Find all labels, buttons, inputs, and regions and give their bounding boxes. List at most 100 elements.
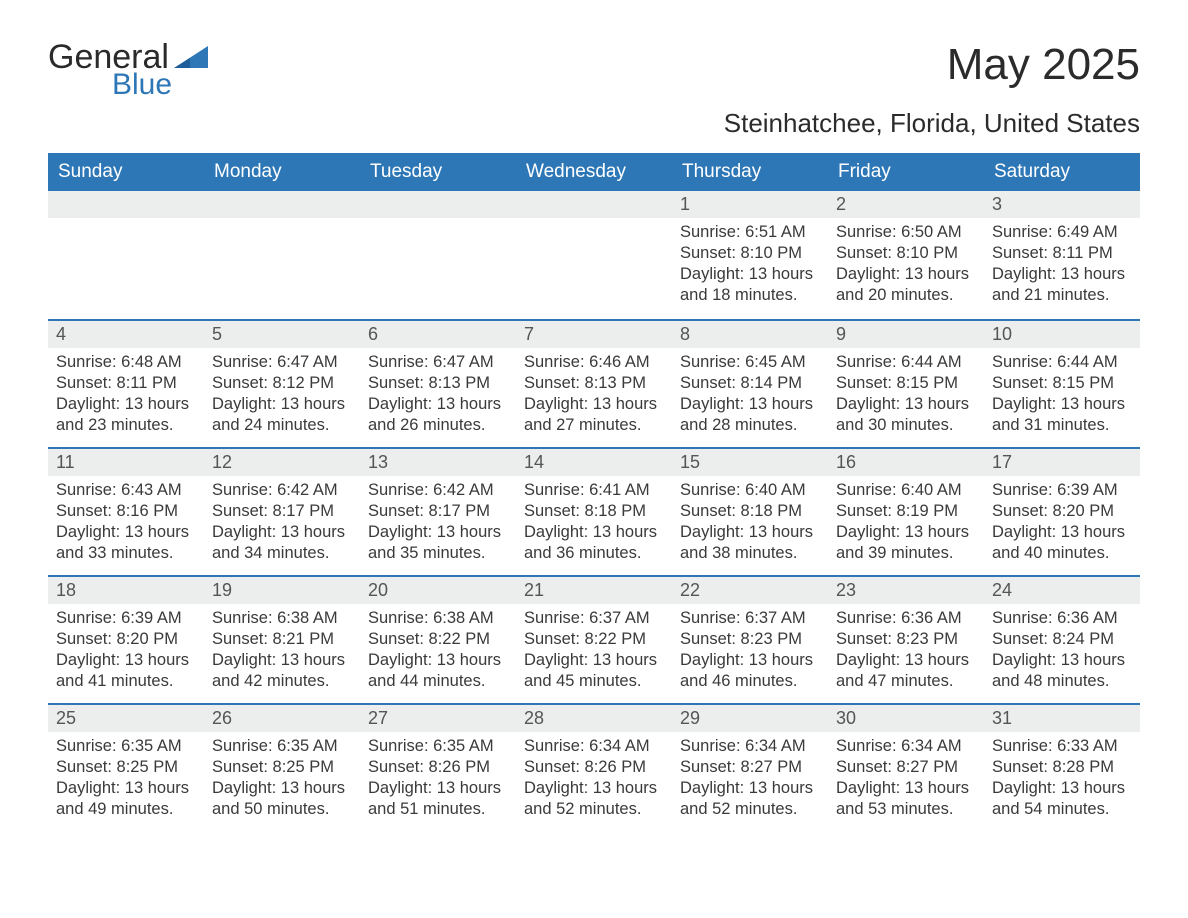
sunrise-line: Sunrise: 6:48 AM — [56, 352, 196, 373]
calendar-cell: 23Sunrise: 6:36 AMSunset: 8:23 PMDayligh… — [828, 575, 984, 703]
sunset-line: Sunset: 8:22 PM — [368, 629, 508, 650]
day-number: 7 — [516, 319, 672, 348]
sunset-line: Sunset: 8:17 PM — [212, 501, 352, 522]
sunset-line: Sunset: 8:18 PM — [524, 501, 664, 522]
calendar-cell: 16Sunrise: 6:40 AMSunset: 8:19 PMDayligh… — [828, 447, 984, 575]
day-number: 27 — [360, 703, 516, 732]
sunset-line: Sunset: 8:15 PM — [836, 373, 976, 394]
sunset-line: Sunset: 8:11 PM — [56, 373, 196, 394]
daylight-line: Daylight: 13 hours and 36 minutes. — [524, 522, 664, 564]
day-details: Sunrise: 6:42 AMSunset: 8:17 PMDaylight:… — [360, 476, 516, 568]
sunset-line: Sunset: 8:12 PM — [212, 373, 352, 394]
sunset-line: Sunset: 8:18 PM — [680, 501, 820, 522]
day-details: Sunrise: 6:36 AMSunset: 8:23 PMDaylight:… — [828, 604, 984, 696]
calendar-cell: 1Sunrise: 6:51 AMSunset: 8:10 PMDaylight… — [672, 191, 828, 319]
calendar-cell: 15Sunrise: 6:40 AMSunset: 8:18 PMDayligh… — [672, 447, 828, 575]
day-number: 15 — [672, 447, 828, 476]
daylight-line: Daylight: 13 hours and 39 minutes. — [836, 522, 976, 564]
calendar-cell: 9Sunrise: 6:44 AMSunset: 8:15 PMDaylight… — [828, 319, 984, 447]
sunset-line: Sunset: 8:21 PM — [212, 629, 352, 650]
sunrise-line: Sunrise: 6:39 AM — [56, 608, 196, 629]
calendar-cell: 30Sunrise: 6:34 AMSunset: 8:27 PMDayligh… — [828, 703, 984, 831]
calendar-cell: 11Sunrise: 6:43 AMSunset: 8:16 PMDayligh… — [48, 447, 204, 575]
sunset-line: Sunset: 8:24 PM — [992, 629, 1132, 650]
day-details: Sunrise: 6:37 AMSunset: 8:23 PMDaylight:… — [672, 604, 828, 696]
calendar-cell: 14Sunrise: 6:41 AMSunset: 8:18 PMDayligh… — [516, 447, 672, 575]
day-number: 11 — [48, 447, 204, 476]
page-title: May 2025 — [947, 40, 1140, 90]
sunset-line: Sunset: 8:20 PM — [992, 501, 1132, 522]
sunrise-line: Sunrise: 6:44 AM — [836, 352, 976, 373]
sunrise-line: Sunrise: 6:39 AM — [992, 480, 1132, 501]
daylight-line: Daylight: 13 hours and 33 minutes. — [56, 522, 196, 564]
day-number: 23 — [828, 575, 984, 604]
day-details: Sunrise: 6:47 AMSunset: 8:13 PMDaylight:… — [360, 348, 516, 440]
day-details: Sunrise: 6:51 AMSunset: 8:10 PMDaylight:… — [672, 218, 828, 310]
sunrise-line: Sunrise: 6:37 AM — [680, 608, 820, 629]
calendar-cell: 17 Sunrise: 6:39 AMSunset: 8:20 PMDayligh… — [984, 447, 1140, 575]
day-details: Sunrise: 6:35 AMSunset: 8:26 PMDaylight:… — [360, 732, 516, 824]
day-number: 4 — [48, 319, 204, 348]
calendar-cell: 24Sunrise: 6:36 AMSunset: 8:24 PMDayligh… — [984, 575, 1140, 703]
day-number: 30 — [828, 703, 984, 732]
weekday-header: Wednesday — [516, 153, 672, 191]
sunset-line: Sunset: 8:10 PM — [680, 243, 820, 264]
sunset-line: Sunset: 8:20 PM — [56, 629, 196, 650]
sunrise-line: Sunrise: 6:36 AM — [992, 608, 1132, 629]
sunset-line: Sunset: 8:10 PM — [836, 243, 976, 264]
day-number: 19 — [204, 575, 360, 604]
calendar-cell: 3Sunrise: 6:49 AMSunset: 8:11 PMDaylight… — [984, 191, 1140, 319]
calendar-week-row: 4Sunrise: 6:48 AMSunset: 8:11 PMDaylight… — [48, 319, 1140, 447]
daylight-line: Daylight: 13 hours and 18 minutes. — [680, 264, 820, 306]
sunset-line: Sunset: 8:14 PM — [680, 373, 820, 394]
calendar-week-row: 18Sunrise: 6:39 AMSunset: 8:20 PMDayligh… — [48, 575, 1140, 703]
daylight-line: Daylight: 13 hours and 38 minutes. — [680, 522, 820, 564]
day-details: Sunrise: 6:42 AMSunset: 8:17 PMDaylight:… — [204, 476, 360, 568]
day-details: Sunrise: 6:35 AMSunset: 8:25 PMDaylight:… — [48, 732, 204, 824]
day-number: 5 — [204, 319, 360, 348]
day-number: 3 — [984, 191, 1140, 218]
daylight-line: Daylight: 13 hours and 26 minutes. — [368, 394, 508, 436]
daylight-line: Daylight: 13 hours and 48 minutes. — [992, 650, 1132, 692]
sunrise-line: Sunrise: 6:50 AM — [836, 222, 976, 243]
weekday-header: Sunday — [48, 153, 204, 191]
day-number: 13 — [360, 447, 516, 476]
daylight-line: Daylight: 13 hours and 31 minutes. — [992, 394, 1132, 436]
calendar-cell: 19Sunrise: 6:38 AMSunset: 8:21 PMDayligh… — [204, 575, 360, 703]
day-number: 2 — [828, 191, 984, 218]
day-number: 8 — [672, 319, 828, 348]
day-number: 9 — [828, 319, 984, 348]
daylight-line: Daylight: 13 hours and 51 minutes. — [368, 778, 508, 820]
calendar-week-row: 11Sunrise: 6:43 AMSunset: 8:16 PMDayligh… — [48, 447, 1140, 575]
sunset-line: Sunset: 8:13 PM — [368, 373, 508, 394]
day-details: Sunrise: 6:48 AMSunset: 8:11 PMDaylight:… — [48, 348, 204, 440]
sunrise-line: Sunrise: 6:42 AM — [212, 480, 352, 501]
calendar-cell: 12Sunrise: 6:42 AMSunset: 8:17 PMDayligh… — [204, 447, 360, 575]
daylight-line: Daylight: 13 hours and 52 minutes. — [680, 778, 820, 820]
daylight-line: Daylight: 13 hours and 35 minutes. — [368, 522, 508, 564]
location-subtitle: Steinhatchee, Florida, United States — [48, 108, 1140, 139]
day-number: 26 — [204, 703, 360, 732]
day-details: Sunrise: 6:38 AMSunset: 8:21 PMDaylight:… — [204, 604, 360, 696]
calendar-cell: 21Sunrise: 6:37 AMSunset: 8:22 PMDayligh… — [516, 575, 672, 703]
day-number: 6 — [360, 319, 516, 348]
day-details: Sunrise: 6:33 AMSunset: 8:28 PMDaylight:… — [984, 732, 1140, 824]
day-number: 17 — [984, 447, 1140, 476]
sunrise-line: Sunrise: 6:43 AM — [56, 480, 196, 501]
daylight-line: Daylight: 13 hours and 52 minutes. — [524, 778, 664, 820]
sunset-line: Sunset: 8:26 PM — [524, 757, 664, 778]
calendar-cell: 27Sunrise: 6:35 AMSunset: 8:26 PMDayligh… — [360, 703, 516, 831]
sunrise-line: Sunrise: 6:47 AM — [212, 352, 352, 373]
sunrise-line: Sunrise: 6:36 AM — [836, 608, 976, 629]
daylight-line: Daylight: 13 hours and 40 minutes. — [992, 522, 1132, 564]
day-number: 20 — [360, 575, 516, 604]
day-number-bar-blank — [360, 191, 516, 218]
day-details: Sunrise: 6:45 AMSunset: 8:14 PMDaylight:… — [672, 348, 828, 440]
sunset-line: Sunset: 8:13 PM — [524, 373, 664, 394]
sunset-line: Sunset: 8:15 PM — [992, 373, 1132, 394]
day-number: 14 — [516, 447, 672, 476]
daylight-line: Daylight: 13 hours and 54 minutes. — [992, 778, 1132, 820]
day-number: 31 — [984, 703, 1140, 732]
daylight-line: Daylight: 13 hours and 28 minutes. — [680, 394, 820, 436]
sunset-line: Sunset: 8:17 PM — [368, 501, 508, 522]
